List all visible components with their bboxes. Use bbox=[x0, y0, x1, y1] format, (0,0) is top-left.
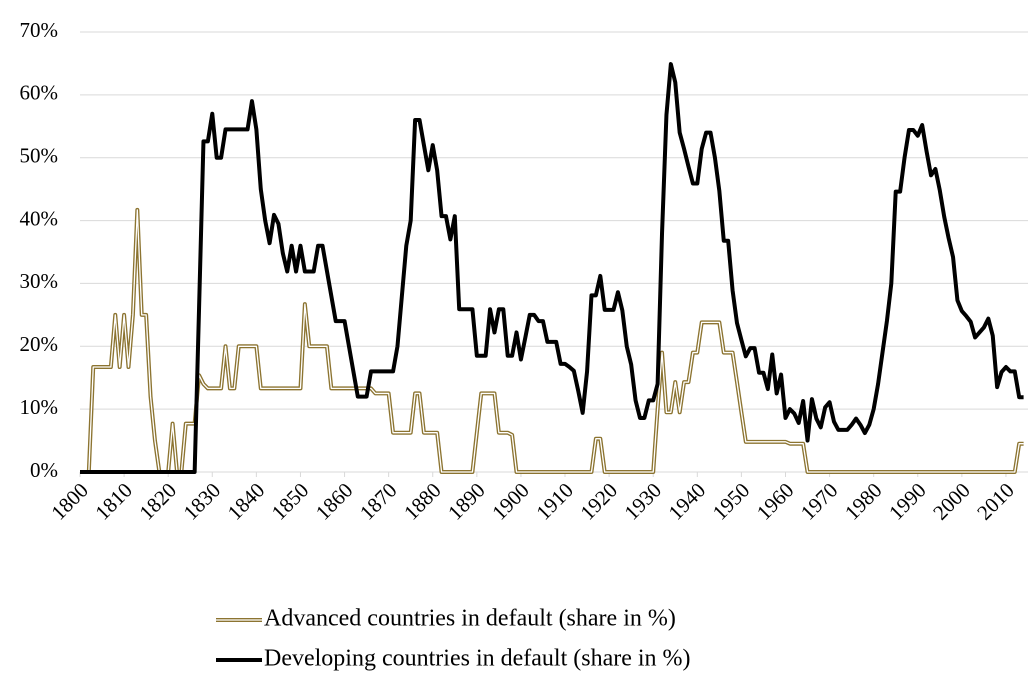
x-tick-label: 1890 bbox=[443, 478, 490, 525]
series-line bbox=[80, 62, 1024, 474]
x-tick-label: 1980 bbox=[840, 478, 887, 525]
x-tick-label: 1930 bbox=[619, 478, 666, 525]
x-tick-label: 1820 bbox=[134, 478, 181, 525]
x-tick-label: 1880 bbox=[399, 478, 446, 525]
x-tick-label: 1860 bbox=[311, 478, 358, 525]
x-tick-label: 1920 bbox=[575, 478, 622, 525]
x-tick-label: 1910 bbox=[531, 478, 578, 525]
x-tick-label: 1970 bbox=[796, 478, 843, 525]
y-tick-label: 0% bbox=[30, 458, 58, 482]
x-tick-label: 2000 bbox=[928, 478, 975, 525]
x-tick-label: 1900 bbox=[487, 478, 534, 525]
x-tick-label: 1940 bbox=[664, 478, 711, 525]
y-tick-label: 40% bbox=[20, 206, 59, 230]
x-tick-label: 1830 bbox=[179, 478, 226, 525]
y-tick-label: 70% bbox=[20, 18, 59, 42]
y-tick-label: 30% bbox=[20, 269, 59, 293]
x-tick-label: 1810 bbox=[90, 478, 137, 525]
y-tick-label: 20% bbox=[20, 332, 59, 356]
y-tick-label: 60% bbox=[20, 81, 59, 105]
series-line-inner bbox=[80, 209, 1024, 473]
x-tick-label: 2010 bbox=[972, 478, 1019, 525]
x-tick-label: 1840 bbox=[223, 478, 270, 525]
legend: Advanced countries in default (share in … bbox=[216, 606, 691, 672]
y-tick-label: 10% bbox=[20, 395, 59, 419]
legend-label: Advanced countries in default (share in … bbox=[264, 606, 676, 632]
legend-label: Developing countries in default (share i… bbox=[264, 646, 691, 672]
x-tick-label: 1990 bbox=[884, 478, 931, 525]
x-tick-label: 1960 bbox=[752, 478, 799, 525]
x-tick-label: 1850 bbox=[267, 478, 314, 525]
x-tick-label: 1800 bbox=[46, 478, 93, 525]
x-tick-label: 1870 bbox=[355, 478, 402, 525]
y-tick-label: 50% bbox=[20, 144, 59, 168]
x-tick-label: 1950 bbox=[708, 478, 755, 525]
